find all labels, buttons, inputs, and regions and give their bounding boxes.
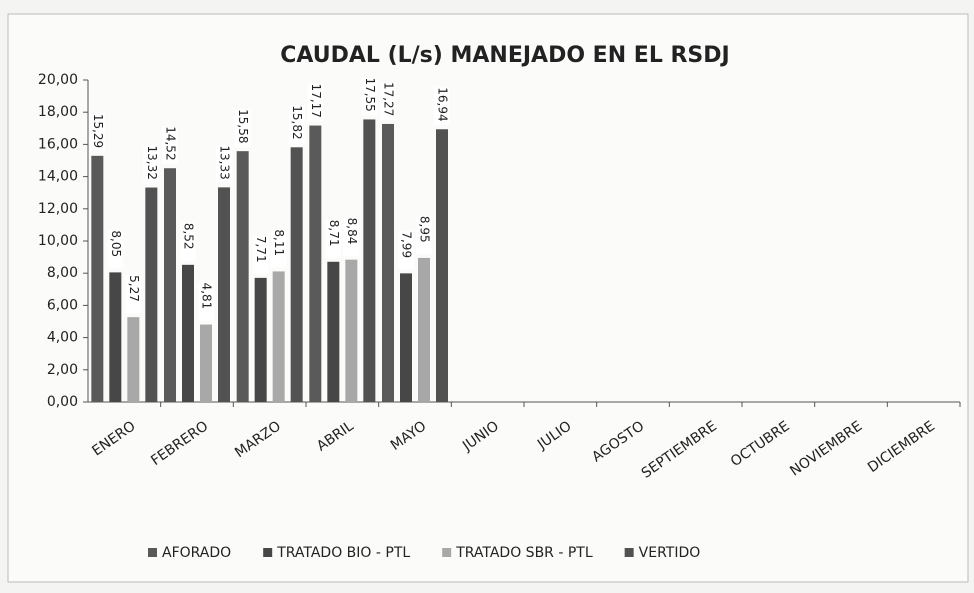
data-label-bg — [288, 105, 305, 144]
data-label: 7,71 — [254, 236, 268, 263]
data-label: 13,33 — [218, 145, 232, 179]
data-label: 7,99 — [400, 231, 414, 258]
data-label: 15,58 — [236, 109, 250, 143]
data-label-bg — [361, 77, 378, 116]
data-label: 17,27 — [382, 82, 396, 116]
y-tick-label: 18,00 — [38, 104, 78, 120]
data-label-bg — [398, 231, 414, 270]
data-label-bg — [307, 83, 324, 122]
bar — [382, 123, 394, 402]
bar — [272, 271, 285, 402]
bar — [309, 125, 322, 403]
data-label: 8,52 — [182, 223, 196, 250]
bar — [345, 259, 358, 402]
bar — [109, 272, 122, 402]
data-label-bg — [125, 275, 142, 314]
data-label: 8,71 — [327, 220, 341, 247]
legend-swatch — [263, 548, 273, 557]
y-tick-label: 8,00 — [47, 265, 78, 281]
data-label-bg — [270, 229, 287, 268]
legend-swatch — [624, 548, 634, 557]
y-tick-label: 10,00 — [38, 233, 78, 249]
data-label: 8,95 — [418, 216, 432, 243]
bar — [418, 257, 430, 402]
data-label: 15,82 — [290, 105, 304, 139]
data-label-bg — [107, 230, 124, 269]
bar — [436, 129, 448, 403]
bar — [290, 147, 303, 402]
legend-label: AFORADO — [162, 545, 231, 561]
data-label: 16,94 — [436, 87, 450, 121]
y-tick-label: 4,00 — [47, 330, 78, 346]
bar — [182, 264, 194, 402]
data-label: 5,27 — [127, 275, 141, 302]
y-tick-label: 6,00 — [47, 297, 78, 313]
bar — [127, 317, 140, 402]
bar — [236, 151, 249, 402]
legend-label: TRATADO BIO - PTL — [276, 545, 410, 561]
y-tick-label: 0,00 — [47, 394, 78, 410]
data-label: 4,81 — [200, 283, 214, 310]
bar — [200, 324, 212, 402]
data-label-bg — [434, 87, 450, 126]
data-label-bg — [380, 81, 396, 120]
y-tick-label: 20,00 — [38, 72, 78, 88]
data-label: 17,55 — [363, 77, 377, 111]
chart-title: CAUDAL (L/s) MANEJADO EN EL RSDJ — [280, 43, 729, 68]
bar — [363, 119, 376, 402]
bar — [327, 261, 340, 402]
data-label: 8,84 — [345, 218, 359, 245]
y-tick-label: 12,00 — [38, 201, 78, 217]
bar — [145, 187, 158, 402]
data-label-bg — [180, 222, 196, 261]
y-tick-label: 14,00 — [38, 169, 78, 185]
data-label: 14,52 — [164, 126, 178, 160]
data-label-bg — [198, 282, 214, 321]
data-label-bg — [343, 217, 360, 256]
y-tick-label: 16,00 — [38, 136, 78, 152]
bar — [164, 168, 176, 402]
y-tick-label: 2,00 — [47, 362, 78, 378]
data-label-bg — [162, 126, 178, 165]
legend-swatch — [148, 548, 157, 557]
data-label-bg — [252, 235, 269, 274]
data-label: 8,11 — [272, 229, 286, 256]
bar — [400, 273, 412, 402]
bar — [254, 277, 267, 402]
data-label: 15,29 — [91, 114, 105, 148]
bar — [218, 187, 230, 402]
data-label-bg — [89, 113, 106, 152]
data-label: 8,05 — [109, 230, 123, 257]
data-label-bg — [416, 215, 432, 254]
data-label-bg — [234, 109, 251, 148]
legend-label: VERTIDO — [639, 545, 701, 561]
legend-label: TRATADO SBR - PTL — [455, 545, 593, 561]
data-label-bg — [143, 145, 160, 184]
legend-swatch — [442, 548, 452, 557]
data-label-bg — [216, 145, 232, 184]
data-label: 13,32 — [145, 146, 159, 180]
bar — [91, 155, 104, 402]
data-label-bg — [325, 219, 342, 258]
data-label: 17,17 — [309, 84, 323, 118]
